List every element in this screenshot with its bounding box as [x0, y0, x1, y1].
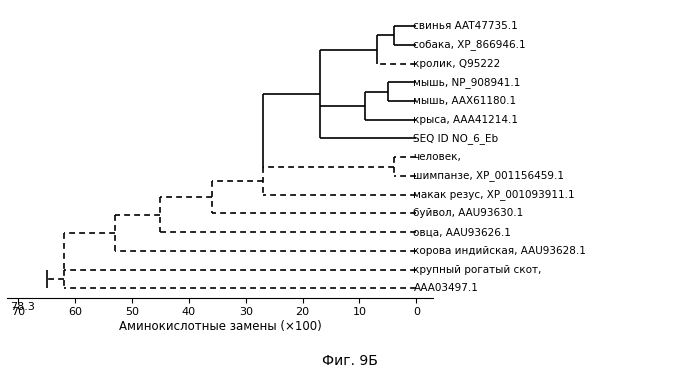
Text: SEQ ID NO_6_Eb: SEQ ID NO_6_Eb — [414, 133, 498, 144]
Text: свинья AAT47735.1: свинья AAT47735.1 — [414, 21, 518, 31]
X-axis label: Аминокислотные замены (×100): Аминокислотные замены (×100) — [119, 320, 322, 333]
Text: макак резус, XP_001093911.1: макак резус, XP_001093911.1 — [414, 189, 575, 200]
Text: мышь, AAX61180.1: мышь, AAX61180.1 — [414, 96, 517, 106]
Text: корова индийская, AAU93628.1: корова индийская, AAU93628.1 — [414, 246, 586, 256]
Text: крыса, AAA41214.1: крыса, AAA41214.1 — [414, 115, 519, 125]
Text: мышь, NP_908941.1: мышь, NP_908941.1 — [414, 77, 521, 88]
Text: Фиг. 9Б: Фиг. 9Б — [322, 354, 377, 368]
Text: овца, AAU93626.1: овца, AAU93626.1 — [414, 227, 512, 237]
Text: буйвол, AAU93630.1: буйвол, AAU93630.1 — [414, 208, 524, 218]
Text: кролик, Q95222: кролик, Q95222 — [414, 58, 500, 68]
Text: человек,: человек, — [414, 152, 461, 162]
Text: шимпанзе, XP_001156459.1: шимпанзе, XP_001156459.1 — [414, 170, 565, 182]
Text: AAA03497.1: AAA03497.1 — [414, 283, 478, 293]
Text: собака, XP_866946.1: собака, XP_866946.1 — [414, 39, 526, 50]
Text: 78.3: 78.3 — [10, 302, 35, 312]
Text: крупный рогатый скот,: крупный рогатый скот, — [414, 264, 542, 275]
